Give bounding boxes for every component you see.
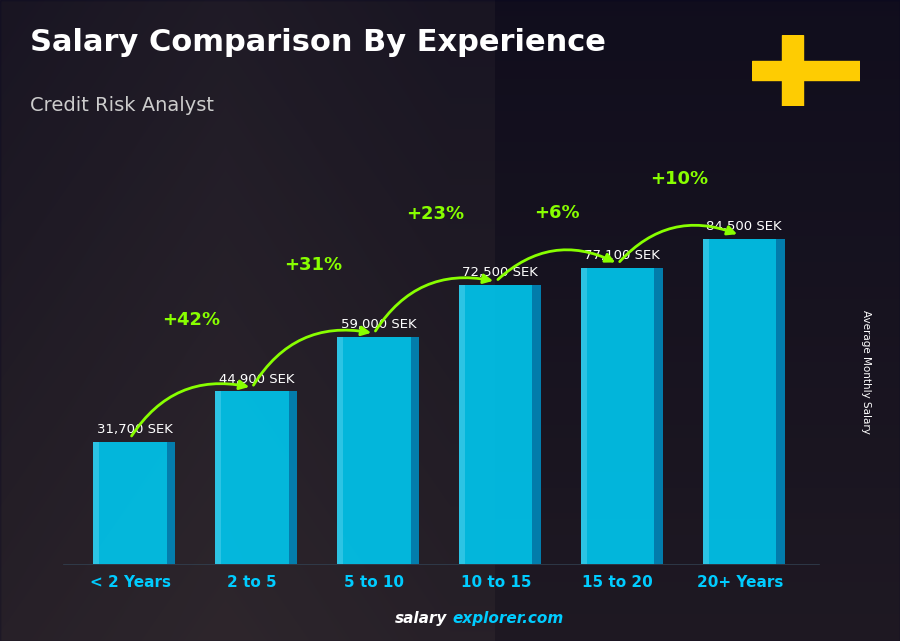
Text: +31%: +31% bbox=[284, 256, 342, 274]
Polygon shape bbox=[459, 285, 533, 564]
Polygon shape bbox=[338, 337, 410, 564]
Polygon shape bbox=[459, 285, 465, 564]
Text: +23%: +23% bbox=[406, 204, 464, 223]
Text: 44,900 SEK: 44,900 SEK bbox=[219, 372, 294, 386]
Polygon shape bbox=[777, 239, 785, 564]
Polygon shape bbox=[166, 442, 176, 564]
Polygon shape bbox=[581, 267, 654, 564]
Text: 77,100 SEK: 77,100 SEK bbox=[584, 249, 660, 262]
Text: explorer.com: explorer.com bbox=[453, 611, 564, 626]
Text: 84,500 SEK: 84,500 SEK bbox=[706, 221, 782, 233]
Bar bbox=[752, 61, 860, 80]
Text: salary: salary bbox=[395, 611, 447, 626]
Bar bbox=[782, 35, 804, 106]
Text: +42%: +42% bbox=[162, 312, 220, 329]
Text: Salary Comparison By Experience: Salary Comparison By Experience bbox=[30, 28, 606, 57]
Polygon shape bbox=[338, 337, 343, 564]
Polygon shape bbox=[289, 392, 297, 564]
Polygon shape bbox=[215, 392, 289, 564]
Polygon shape bbox=[703, 239, 709, 564]
Polygon shape bbox=[94, 442, 99, 564]
Polygon shape bbox=[581, 267, 587, 564]
Polygon shape bbox=[703, 239, 777, 564]
Text: 59,000 SEK: 59,000 SEK bbox=[340, 319, 416, 331]
Text: +6%: +6% bbox=[534, 204, 580, 222]
Polygon shape bbox=[94, 442, 166, 564]
Text: 72,500 SEK: 72,500 SEK bbox=[463, 267, 538, 279]
Polygon shape bbox=[215, 392, 221, 564]
Text: Credit Risk Analyst: Credit Risk Analyst bbox=[30, 96, 213, 115]
Polygon shape bbox=[654, 267, 663, 564]
Polygon shape bbox=[410, 337, 419, 564]
Text: +10%: +10% bbox=[650, 171, 707, 188]
Text: Average Monthly Salary: Average Monthly Salary bbox=[861, 310, 871, 434]
Polygon shape bbox=[533, 285, 541, 564]
Text: 31,700 SEK: 31,700 SEK bbox=[96, 424, 173, 437]
